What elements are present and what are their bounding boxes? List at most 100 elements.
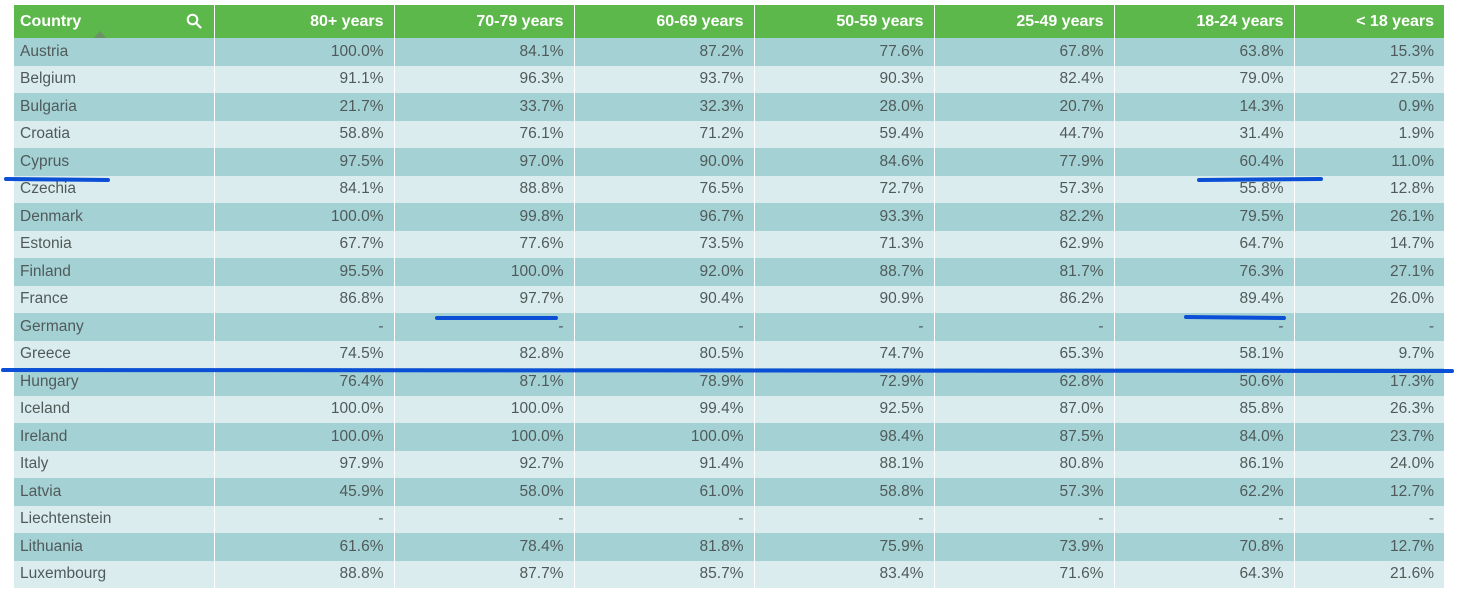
value-cell: 93.7% [574, 65, 755, 93]
value-cell: 100.0% [214, 423, 395, 451]
value-cell: 44.7% [934, 120, 1115, 148]
value-cell: 59.4% [754, 120, 935, 148]
country-cell: Latvia [14, 478, 215, 506]
sort-ascending-icon[interactable] [94, 31, 106, 38]
table-row: Cyprus 97.5% 97.0% 90.0% 84.6% 77.9% 60.4% 11.0… [14, 148, 1444, 176]
value-cell: 92.7% [394, 450, 575, 478]
table-row: Luxembourg 88.8% 87.7% 85.7% 83.4% 71.6% 64.3%… [14, 560, 1444, 588]
column-header-80-plus[interactable]: 80+ years [214, 5, 395, 38]
value-cell: 57.3% [934, 478, 1115, 506]
country-cell: Ireland [14, 423, 215, 451]
value-cell: 84.6% [754, 148, 935, 176]
country-cell: Iceland [14, 395, 215, 423]
value-cell: - [754, 505, 935, 533]
country-cell: Croatia [14, 120, 215, 148]
table-row: Estonia 67.7% 77.6% 73.5% 71.3% 62.9% 64.7% 14.… [14, 230, 1444, 258]
column-header-50-59[interactable]: 50-59 years [754, 5, 935, 38]
value-cell: 58.8% [754, 478, 935, 506]
value-cell: 61.6% [214, 533, 395, 561]
value-cell: 65.3% [934, 340, 1115, 368]
value-cell: 85.8% [1114, 395, 1295, 423]
country-cell: Estonia [14, 230, 215, 258]
value-cell: 86.1% [1114, 450, 1295, 478]
value-cell: 100.0% [214, 38, 395, 66]
value-cell: - [1294, 505, 1444, 533]
value-cell: 77.6% [754, 38, 935, 66]
value-cell: 14.7% [1294, 230, 1444, 258]
value-cell: 58.0% [394, 478, 575, 506]
value-cell: 62.8% [934, 368, 1115, 396]
value-cell: 91.1% [214, 65, 395, 93]
value-cell: 58.1% [1114, 340, 1295, 368]
value-cell: 95.5% [214, 258, 395, 286]
value-cell: 1.9% [1294, 120, 1444, 148]
column-header-60-69[interactable]: 60-69 years [574, 5, 755, 38]
value-cell: 87.1% [394, 368, 575, 396]
value-cell: - [1114, 313, 1295, 341]
value-cell: 84.1% [214, 175, 395, 203]
value-cell: 77.9% [934, 148, 1115, 176]
value-cell: - [934, 313, 1115, 341]
value-cell: 90.3% [754, 65, 935, 93]
value-cell: 99.4% [574, 395, 755, 423]
value-cell: 72.7% [754, 175, 935, 203]
column-header-25-49[interactable]: 25-49 years [934, 5, 1115, 38]
country-cell: Lithuania [14, 533, 215, 561]
value-cell: 20.7% [934, 93, 1115, 121]
column-header-label: < 18 years [1356, 12, 1434, 30]
value-cell: - [574, 505, 755, 533]
value-cell: 86.8% [214, 285, 395, 313]
table-body: Austria 100.0% 84.1% 87.2% 77.6% 67.8% 63.8% 15… [14, 38, 1444, 588]
value-cell: 61.0% [574, 478, 755, 506]
value-cell: - [574, 313, 755, 341]
table-row: Liechtenstein - - - - - - - [14, 505, 1444, 533]
value-cell: 87.5% [934, 423, 1115, 451]
country-cell: Czechia [14, 175, 215, 203]
table-row: Finland 95.5% 100.0% 92.0% 88.7% 81.7% 76.3% 27… [14, 258, 1444, 286]
country-cell: Germany [14, 313, 215, 341]
value-cell: 83.4% [754, 560, 935, 588]
country-cell: Cyprus [14, 148, 215, 176]
value-cell: 100.0% [214, 203, 395, 231]
table-row: Belgium 91.1% 96.3% 93.7% 90.3% 82.4% 79.0% 27.… [14, 65, 1444, 93]
value-cell: 100.0% [394, 423, 575, 451]
table-row: Hungary 76.4% 87.1% 78.9% 72.9% 62.8% 50.6% 17.… [14, 368, 1444, 396]
value-cell: 14.3% [1114, 93, 1295, 121]
column-header-label: 60-69 years [656, 12, 744, 30]
value-cell: 27.1% [1294, 258, 1444, 286]
country-cell: Denmark [14, 203, 215, 231]
value-cell: 100.0% [394, 258, 575, 286]
value-cell: 64.7% [1114, 230, 1295, 258]
column-header-under-18[interactable]: < 18 years [1294, 5, 1444, 38]
column-header-70-79[interactable]: 70-79 years [394, 5, 575, 38]
column-header-country[interactable]: Country [14, 5, 215, 38]
value-cell: 79.5% [1114, 203, 1295, 231]
table-row: Italy 97.9% 92.7% 91.4% 88.1% 80.8% 86.1% 24.0% [14, 450, 1444, 478]
column-header-18-24[interactable]: 18-24 years [1114, 5, 1295, 38]
search-icon[interactable] [186, 13, 202, 29]
value-cell: 33.7% [394, 93, 575, 121]
value-cell: 76.3% [1114, 258, 1295, 286]
value-cell: 62.2% [1114, 478, 1295, 506]
value-cell: 26.0% [1294, 285, 1444, 313]
vaccination-table: Country 80+ years 70-79 years 60-69 year… [14, 5, 1444, 588]
table-row: Denmark 100.0% 99.8% 96.7% 93.3% 82.2% 79.5% 26… [14, 203, 1444, 231]
value-cell: 28.0% [754, 93, 935, 121]
country-cell: France [14, 285, 215, 313]
value-cell: 27.5% [1294, 65, 1444, 93]
country-cell: Italy [14, 450, 215, 478]
value-cell: 60.4% [1114, 148, 1295, 176]
value-cell: - [934, 505, 1115, 533]
value-cell: 88.7% [754, 258, 935, 286]
value-cell: 45.9% [214, 478, 395, 506]
value-cell: 92.0% [574, 258, 755, 286]
table-row: Czechia 84.1% 88.8% 76.5% 72.7% 57.3% 55.8% 12.… [14, 175, 1444, 203]
value-cell: 88.8% [214, 560, 395, 588]
value-cell: 82.2% [934, 203, 1115, 231]
value-cell: 12.7% [1294, 533, 1444, 561]
table-row: Greece 74.5% 82.8% 80.5% 74.7% 65.3% 58.1% 9.7% [14, 340, 1444, 368]
value-cell: 97.5% [214, 148, 395, 176]
value-cell: 12.8% [1294, 175, 1444, 203]
value-cell: 70.8% [1114, 533, 1295, 561]
value-cell: 87.2% [574, 38, 755, 66]
